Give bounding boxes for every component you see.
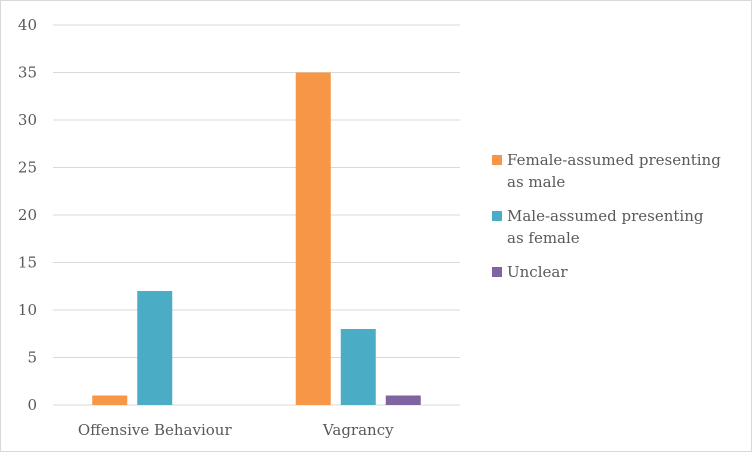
bar-offensive-behaviour-series-1 xyxy=(92,395,128,405)
legend-swatch xyxy=(492,267,502,277)
bars xyxy=(92,72,421,405)
x-category-label: Offensive Behaviour xyxy=(78,421,233,439)
legend-swatch xyxy=(492,211,502,221)
y-tick-label: 5 xyxy=(27,349,37,367)
legend-label: Female-assumed presenting xyxy=(507,151,721,169)
legend-swatch xyxy=(492,155,502,165)
y-tick-label: 15 xyxy=(18,254,37,272)
y-tick-label: 20 xyxy=(18,206,37,224)
legend-item: Male-assumed presenting as female xyxy=(492,207,704,247)
y-tick-label: 10 xyxy=(18,301,37,319)
legend-item: Unclear xyxy=(492,263,568,281)
gridlines xyxy=(53,24,460,406)
bar-vagrancy-series-1 xyxy=(295,72,331,405)
bar-vagrancy-series-3 xyxy=(385,395,421,405)
legend-label: Male-assumed presenting xyxy=(507,207,704,225)
bar-offensive-behaviour-series-2 xyxy=(137,291,173,405)
x-category-label: Vagrancy xyxy=(322,421,394,439)
y-tick-label: 25 xyxy=(18,159,37,177)
legend-label: Unclear xyxy=(507,263,568,281)
y-axis-ticks: 0 5 10 15 20 25 30 35 40 xyxy=(18,16,37,414)
y-tick-label: 40 xyxy=(18,16,37,34)
y-tick-label: 0 xyxy=(27,396,37,414)
x-axis-labels: Offensive Behaviour Vagrancy xyxy=(78,421,394,439)
bar-vagrancy-series-2 xyxy=(340,329,376,405)
y-tick-label: 35 xyxy=(18,64,37,82)
legend-item: Female-assumed presenting as male xyxy=(492,151,721,191)
legend: Female-assumed presenting as male Male-ass… xyxy=(492,151,721,281)
legend-label: as female xyxy=(507,229,580,247)
legend-label: as male xyxy=(507,173,565,191)
y-tick-label: 30 xyxy=(18,111,37,129)
